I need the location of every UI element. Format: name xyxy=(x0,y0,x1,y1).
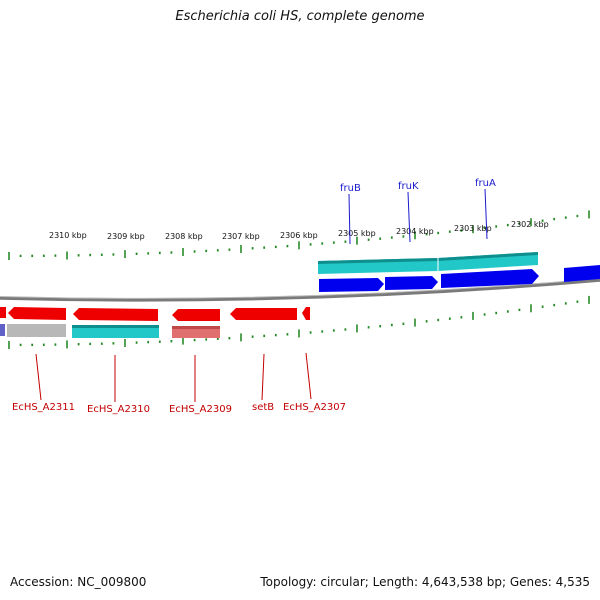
scale-label-2310: 2310 kbp xyxy=(49,231,87,240)
bottom-gene-labels: EcHS_A2311 EcHS_A2310 EcHS_A2309 setB Ec… xyxy=(12,352,346,415)
EcHS_A2311-label-leader xyxy=(35,353,42,401)
scale-label-2309: 2309 kbp xyxy=(107,232,145,241)
edge-feature-band[interactable] xyxy=(0,324,5,336)
EcHS_A2309-cds-arrow[interactable] xyxy=(172,309,220,321)
fruA-label[interactable]: fruA xyxy=(475,178,496,189)
EcHS_A2310-label[interactable]: EcHS_A2310 xyxy=(87,404,150,415)
fruK-label[interactable]: fruK xyxy=(398,181,419,192)
accession-text: Accession: NC_009800 xyxy=(10,575,147,589)
lower-tick-row xyxy=(8,295,590,349)
fruK-label-leader xyxy=(407,191,411,243)
genome-backbone xyxy=(0,278,600,302)
scale-label-2302: 2302 kbp xyxy=(511,220,549,229)
EcHS_A2310-band[interactable] xyxy=(72,325,159,338)
fruB-label[interactable]: fruB xyxy=(340,183,361,194)
fru-operon-band-top xyxy=(318,252,538,264)
EcHS_A2310-band-top xyxy=(72,325,159,328)
scale-label-2306: 2306 kbp xyxy=(280,231,318,240)
setB-label[interactable]: setB xyxy=(252,402,274,413)
EcHS_A2307-label-leader xyxy=(305,352,312,400)
upper-tick-row xyxy=(8,210,590,260)
EcHS_A2307-cds-arrow[interactable] xyxy=(302,307,310,320)
scale-labels: 2310 kbp 2309 kbp 2308 kbp 2307 kbp 2306… xyxy=(49,220,549,241)
scale-label-2303: 2303 kbp xyxy=(454,224,492,233)
EcHS_A2311-band[interactable] xyxy=(7,324,66,337)
fruB-label-leader xyxy=(348,193,351,245)
forward-strand-features xyxy=(318,252,600,292)
scale-label-2308: 2308 kbp xyxy=(165,232,203,241)
setB-label-leader xyxy=(261,353,265,401)
fruK-cds-arrow[interactable] xyxy=(385,276,438,290)
EcHS_A2309-label[interactable]: EcHS_A2309 xyxy=(169,404,232,415)
reverse-strand-features xyxy=(0,307,310,338)
EcHS_A2311-label[interactable]: EcHS_A2311 xyxy=(12,402,75,413)
scale-label-2307: 2307 kbp xyxy=(222,232,260,241)
EcHS_A2309-band-top xyxy=(172,326,220,329)
top-gene-labels: fruB fruK fruA xyxy=(340,178,496,245)
edge-reverse-cds[interactable] xyxy=(0,307,6,318)
scale-label-2304: 2304 kbp xyxy=(396,227,434,236)
EcHS_A2311-cds-arrow[interactable] xyxy=(8,307,66,320)
scale-label-2305: 2305 kbp xyxy=(338,229,376,238)
setB-cds-arrow[interactable] xyxy=(230,308,297,320)
fruA-label-leader xyxy=(484,188,488,240)
fruA-cds-arrow[interactable] xyxy=(441,269,539,288)
genome-summary-text: Topology: circular; Length: 4,643,538 bp… xyxy=(260,575,590,589)
next-cds-arrow[interactable] xyxy=(564,265,600,282)
fruB-cds-arrow[interactable] xyxy=(319,278,384,292)
map-title: Escherichia coli HS, complete genome xyxy=(175,9,425,24)
EcHS_A2307-label[interactable]: EcHS_A2307 xyxy=(283,402,346,413)
genome-backbone-highlight xyxy=(0,278,600,299)
EcHS_A2310-cds-arrow[interactable] xyxy=(73,308,158,321)
